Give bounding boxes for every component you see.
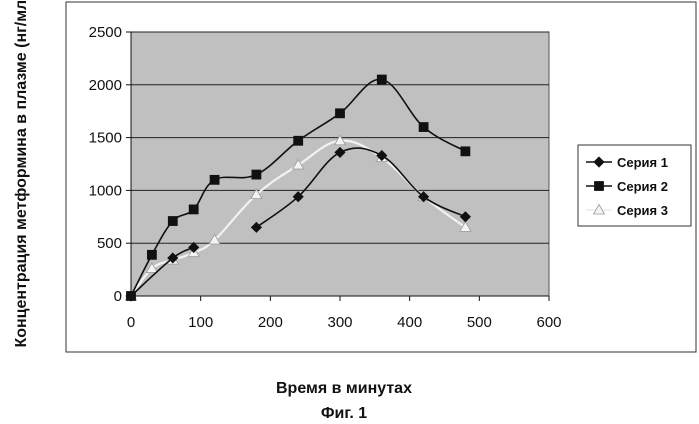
x-tick-label: 600 (536, 314, 561, 331)
y-tick-label: 2500 (89, 24, 122, 41)
series-2-point (377, 75, 386, 84)
y-tick-label: 1000 (89, 182, 122, 199)
x-tick-label: 400 (397, 314, 422, 331)
series-2-point (210, 175, 219, 184)
series-2-point (189, 205, 198, 214)
legend-marker-2 (595, 182, 604, 191)
series-2-point (419, 123, 428, 132)
series-2-point (336, 109, 345, 118)
y-tick-label: 0 (114, 288, 122, 305)
x-tick-label: 200 (258, 314, 283, 331)
y-tick-label: 500 (97, 235, 122, 252)
figure-caption: Фиг. 1 (321, 405, 367, 422)
series-2-point (147, 250, 156, 259)
legend-label-2: Серия 2 (617, 179, 668, 194)
series-2-point (461, 147, 470, 156)
x-tick-label: 500 (467, 314, 492, 331)
x-tick-label: 300 (327, 314, 352, 331)
legend-label-3: Серия 3 (617, 203, 668, 218)
series-2-point (252, 170, 261, 179)
x-tick-label: 0 (127, 314, 135, 331)
x-tick-label: 100 (188, 314, 213, 331)
y-axis-title: Концентрация метформина в плазме (нг/мл) (13, 0, 30, 348)
x-axis-title: Время в минутах (276, 380, 412, 397)
y-tick-label: 2000 (89, 77, 122, 94)
legend-label-1: Серия 1 (617, 155, 668, 170)
series-2-point (168, 217, 177, 226)
y-tick-label: 1500 (89, 130, 122, 147)
legend: Серия 1 Серия 2 Серия 3 (586, 155, 668, 218)
series-2-point (294, 136, 303, 145)
